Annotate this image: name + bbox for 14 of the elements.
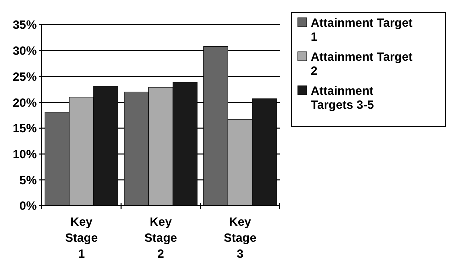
x-tick-label: Key Stage 2 [144,215,178,261]
y-tick-label: 20% [12,96,38,110]
y-tick-label: 25% [12,70,38,84]
legend-label: Attainment Target 1 [311,16,413,44]
legend-label: Attainment Targets 3-5 [311,84,374,112]
y-tick-label: 10% [12,147,38,162]
legend-label: Attainment Target 2 [311,50,413,78]
y-tick-label: 15% [12,122,38,136]
x-tick-label: Key Stage 1 [65,215,98,261]
y-tick-label: 35% [12,18,38,32]
y-tick-label: 30% [12,44,38,58]
x-tick-label: Key Stage 3 [224,215,257,261]
y-tick-label: 0% [20,199,38,214]
y-tick-label: 5% [20,173,38,188]
